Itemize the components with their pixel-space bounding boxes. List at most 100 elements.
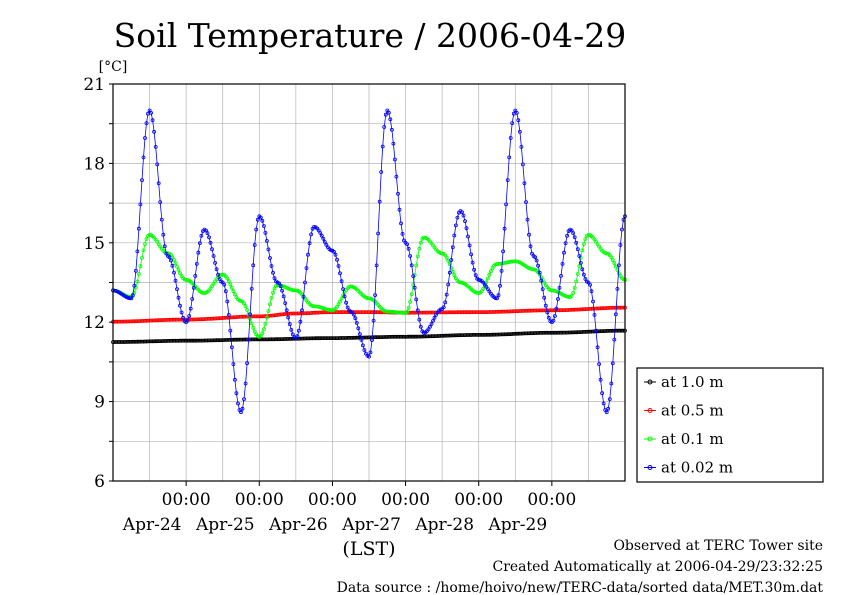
series-point (446, 282, 451, 287)
series-point (194, 261, 199, 266)
series-point (136, 226, 141, 231)
series-point (444, 292, 449, 297)
series-point (379, 170, 384, 174)
legend-marker (647, 408, 653, 413)
x-tick-date-label: Apr-24 (122, 515, 182, 535)
series-point (495, 296, 499, 301)
series-point (508, 136, 513, 140)
series-point (418, 324, 423, 329)
series-point (181, 315, 186, 320)
series-point (245, 308, 250, 312)
series-point (571, 290, 576, 295)
series-point (296, 328, 301, 333)
series-point (597, 362, 601, 367)
series-point (208, 240, 213, 245)
series-point (498, 283, 502, 288)
series-point (571, 231, 576, 236)
series-point (234, 391, 239, 396)
series-point (488, 269, 493, 274)
series-point (383, 112, 388, 117)
series-point (429, 322, 434, 326)
series-point (559, 273, 563, 278)
series-point (604, 410, 609, 415)
series-point (595, 345, 600, 350)
series-point (377, 199, 382, 204)
series-point (141, 155, 146, 160)
series-point (562, 250, 566, 255)
series-point (260, 331, 265, 336)
series-layer (111, 108, 627, 415)
series-point (330, 308, 335, 313)
series-point (607, 397, 612, 402)
series-point (149, 111, 154, 115)
series-point (406, 305, 411, 310)
series-point (176, 268, 181, 272)
series-point (322, 239, 327, 244)
series-point (396, 191, 400, 196)
series-point (284, 308, 289, 313)
series-point (287, 322, 292, 327)
observed-note: Observed at TERC Tower site (613, 538, 823, 554)
series-point (178, 271, 182, 276)
series-point (357, 332, 362, 337)
series-point (242, 397, 246, 402)
series-point (251, 325, 256, 330)
series-point (144, 237, 149, 241)
series-point (155, 162, 160, 167)
series-point (318, 230, 323, 235)
series-point (374, 263, 379, 268)
series-point (449, 258, 454, 262)
series-point (412, 285, 417, 290)
x-tick-date-label: Apr-27 (341, 515, 401, 535)
series-point (354, 320, 359, 325)
series-point (207, 235, 211, 240)
series-point (266, 247, 271, 252)
series-point (382, 125, 387, 129)
created-timestamp: Created Automatically at 2006-04-29/23:3… (492, 559, 823, 575)
series-point (319, 233, 324, 238)
series-point (135, 279, 140, 284)
series-point (417, 246, 422, 251)
series-point (582, 272, 586, 277)
series-point (522, 181, 527, 186)
series-point (516, 118, 521, 123)
series-point (300, 308, 304, 313)
series-point (447, 270, 452, 275)
series-point (213, 260, 218, 265)
series-point (534, 258, 539, 263)
series-point (242, 301, 246, 306)
series-point (172, 270, 176, 275)
series-point (301, 294, 306, 299)
series-point (415, 308, 420, 313)
series-point (618, 243, 623, 247)
series-point (205, 231, 210, 236)
series-point (199, 233, 204, 238)
series-point (617, 263, 621, 268)
series-point (168, 258, 173, 263)
series-point (245, 361, 250, 366)
series-point (577, 264, 582, 268)
series-point (162, 244, 167, 249)
series-point (246, 337, 251, 342)
series-point (400, 231, 405, 236)
legend-label: at 0.5 m (661, 402, 724, 420)
series-point (360, 343, 365, 348)
series-point (464, 226, 469, 231)
series-point (406, 246, 411, 251)
series-point (362, 348, 367, 352)
series-point (271, 290, 275, 295)
series-point (376, 231, 381, 236)
x-tick-time-label: 00:00 (381, 490, 430, 510)
series-point (485, 276, 490, 281)
series-point (388, 117, 393, 122)
series-point (533, 255, 537, 260)
x-tick-date-label: Apr-25 (195, 515, 255, 535)
series-point (449, 265, 454, 270)
series-point (572, 235, 577, 240)
legend-label: at 0.1 m (661, 430, 724, 448)
series-point (610, 361, 615, 366)
series-point (232, 292, 237, 297)
series-point (553, 314, 557, 318)
series-point (214, 267, 219, 272)
